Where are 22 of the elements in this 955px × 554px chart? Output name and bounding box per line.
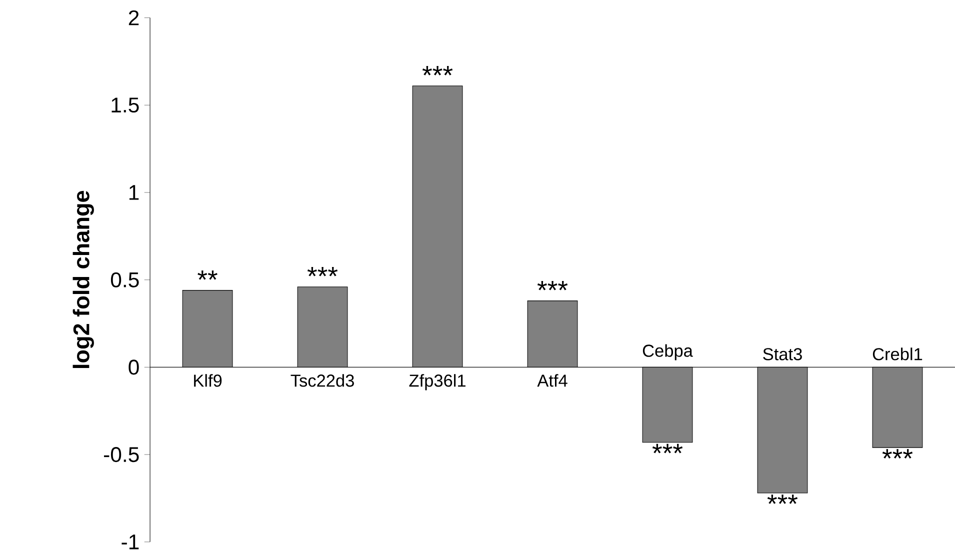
- y-tick-label: 0.5: [110, 272, 139, 288]
- annotation: ***: [307, 266, 338, 276]
- x-tick-label: Atf4: [537, 374, 568, 387]
- y-tick-label: -0.5: [104, 447, 139, 462]
- annotation: ***: [422, 66, 453, 76]
- y-tick-label: 1: [129, 185, 139, 200]
- x-tick-label: Crebl1: [872, 348, 922, 360]
- annotation: ***: [537, 280, 568, 290]
- annotation: ***: [767, 494, 798, 504]
- x-tick-label: Klf9: [194, 374, 222, 387]
- annotation: ***: [882, 449, 913, 458]
- y-axis-title: log2 fold change: [72, 190, 94, 368]
- y-tick-label: 0: [128, 360, 139, 375]
- y-tick-label: 2: [128, 10, 139, 26]
- x-tick-label: Zfp36l1: [409, 374, 466, 390]
- annotation: ***: [652, 444, 683, 454]
- x-tick-label: Cebpa: [642, 344, 693, 360]
- y-tick-label: 1.5: [112, 98, 139, 113]
- x-tick-label: Tsc22d3: [290, 374, 354, 387]
- x-tick-label: Stat3: [763, 348, 802, 360]
- y-tick-label: -1: [122, 534, 139, 550]
- annotation: **: [198, 270, 218, 280]
